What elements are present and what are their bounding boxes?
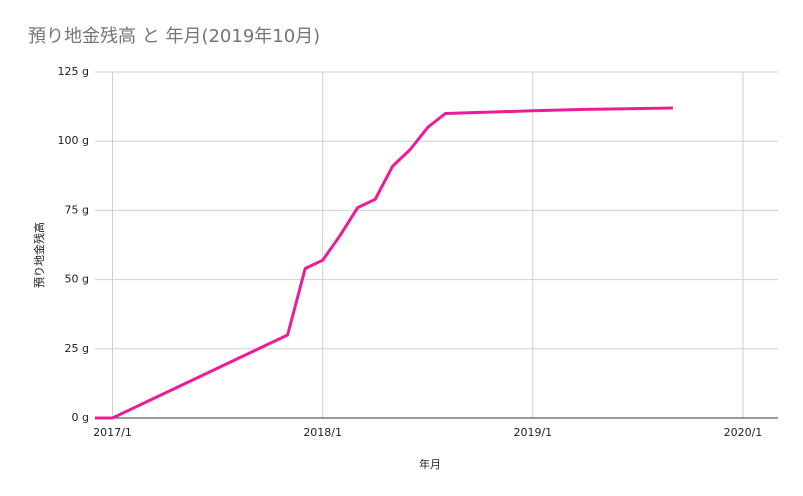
x-tick-label: 2019/1 [513, 426, 552, 439]
data-line [95, 106, 673, 420]
y-tick-label: 0 g [72, 411, 89, 424]
x-tick-label: 2018/1 [303, 426, 342, 439]
y-tick-label: 125 g [58, 65, 89, 78]
chart-title: 預り地金残高 と 年月(2019年10月) [28, 26, 320, 47]
x-axis-label: 年月 [419, 457, 441, 471]
x-tick-label: 2020/1 [724, 426, 763, 439]
y-tick-label: 75 g [65, 203, 89, 216]
y-tick-label: 100 g [58, 134, 89, 147]
y-tick-label: 50 g [65, 273, 89, 286]
x-tick-label: 2017/1 [93, 426, 132, 439]
y-axis-label: 預り地金残高 [32, 222, 46, 288]
y-tick-label: 25 g [65, 342, 89, 355]
